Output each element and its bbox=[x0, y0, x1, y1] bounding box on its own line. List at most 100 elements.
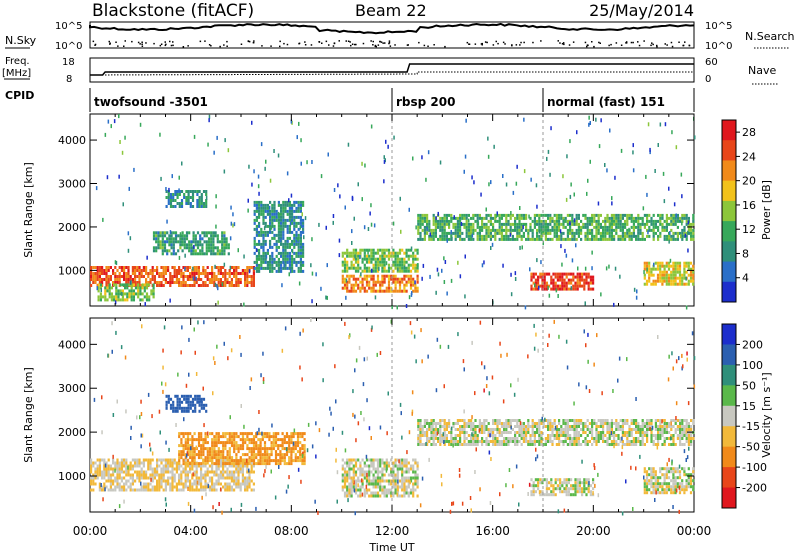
echo-cell bbox=[161, 243, 164, 247]
echo-cell bbox=[295, 221, 298, 225]
noise-cell bbox=[383, 179, 385, 184]
echo-cell bbox=[288, 444, 291, 448]
echo-cell bbox=[109, 476, 112, 480]
echo-cell bbox=[668, 222, 671, 226]
echo-cell bbox=[191, 464, 194, 468]
nsearch-tick-bottom: 10^0 bbox=[705, 41, 732, 52]
echo-cell bbox=[379, 464, 382, 468]
echo-cell bbox=[593, 237, 596, 241]
y-axis-label: Slant Range [km] bbox=[22, 162, 35, 258]
echo-cell bbox=[207, 243, 211, 247]
echo-cell bbox=[183, 193, 186, 196]
echo-cell bbox=[137, 286, 140, 290]
echo-cell bbox=[643, 237, 646, 241]
echo-cell bbox=[485, 231, 488, 235]
echo-cell bbox=[219, 473, 222, 477]
echo-cell bbox=[140, 272, 143, 275]
echo-cell bbox=[136, 281, 139, 284]
echo-cell bbox=[178, 456, 181, 460]
echo-cell bbox=[182, 284, 185, 287]
echo-cell bbox=[572, 275, 575, 279]
echo-cell bbox=[262, 215, 265, 219]
echo-cell bbox=[202, 461, 205, 465]
echo-cell bbox=[661, 276, 664, 280]
echo-cell bbox=[200, 444, 203, 448]
colorbar-label: Power [dB] bbox=[760, 180, 773, 240]
echo-cell bbox=[348, 473, 351, 477]
echo-cell bbox=[478, 228, 481, 232]
echo-cell bbox=[613, 222, 616, 226]
echo-cell bbox=[286, 245, 289, 249]
echo-cell bbox=[180, 441, 183, 445]
noise-cell bbox=[540, 260, 542, 265]
noise-cell bbox=[600, 292, 602, 297]
echo-cell bbox=[270, 444, 273, 448]
echo-cell bbox=[494, 228, 497, 232]
echo-cell bbox=[170, 252, 173, 256]
echo-cell bbox=[591, 234, 594, 238]
echo-cell bbox=[588, 228, 591, 232]
echo-cell bbox=[496, 422, 499, 425]
echo-cell bbox=[291, 269, 294, 273]
echo-cell bbox=[621, 231, 624, 235]
echo-cell bbox=[217, 272, 220, 275]
echo-cell bbox=[252, 441, 256, 445]
noise-cell bbox=[192, 266, 194, 271]
echo-cell bbox=[350, 260, 353, 264]
echo-cell bbox=[365, 277, 369, 281]
noise-cell bbox=[320, 174, 323, 179]
echo-cell bbox=[295, 251, 298, 255]
noise-cell bbox=[213, 150, 215, 155]
echo-cell bbox=[125, 278, 128, 281]
echo-cell bbox=[127, 266, 130, 269]
echo-cell bbox=[297, 245, 300, 249]
echo-cell bbox=[348, 266, 351, 270]
echo-cell bbox=[302, 221, 305, 225]
echo-cell bbox=[595, 231, 598, 235]
echo-cell bbox=[291, 257, 294, 261]
echo-cell bbox=[476, 231, 479, 235]
echo-cell bbox=[361, 260, 364, 264]
echo-cell bbox=[173, 281, 176, 284]
echo-cell bbox=[191, 275, 194, 278]
echo-cell bbox=[112, 473, 115, 477]
echo-cell bbox=[246, 438, 249, 442]
echo-cell bbox=[261, 432, 264, 436]
echo-cell bbox=[381, 254, 384, 258]
echo-cell bbox=[200, 438, 203, 442]
noise-cell bbox=[611, 196, 613, 201]
echo-cell bbox=[381, 289, 384, 293]
echo-cell bbox=[158, 284, 161, 287]
echo-cell bbox=[554, 275, 557, 279]
echo-cell bbox=[385, 461, 388, 465]
echo-cell bbox=[584, 234, 587, 238]
echo-cell bbox=[173, 467, 176, 471]
echo-cell bbox=[98, 473, 101, 477]
echo-cell bbox=[487, 219, 490, 223]
echo-cell bbox=[297, 248, 300, 252]
echo-cell bbox=[171, 266, 174, 269]
echo-cell bbox=[432, 237, 435, 241]
echo-cell bbox=[372, 467, 375, 471]
echo-cell bbox=[359, 266, 362, 270]
echo-cell bbox=[476, 440, 479, 443]
echo-cell bbox=[261, 447, 264, 451]
noise-cell bbox=[127, 231, 130, 236]
echo-cell bbox=[589, 275, 592, 279]
echo-cell bbox=[246, 467, 249, 471]
echo-cell bbox=[365, 283, 369, 287]
echo-cell bbox=[610, 216, 613, 220]
echo-cell bbox=[200, 193, 203, 196]
echo-cell bbox=[290, 447, 293, 451]
echo-cell bbox=[441, 216, 444, 220]
echo-cell bbox=[346, 266, 349, 270]
echo-cell bbox=[387, 266, 391, 270]
echo-cell bbox=[258, 206, 261, 210]
echo-cell bbox=[350, 479, 353, 483]
echo-cell bbox=[292, 450, 295, 454]
echo-cell bbox=[692, 234, 695, 238]
echo-cell bbox=[443, 428, 446, 431]
echo-cell bbox=[185, 246, 189, 250]
echo-cell bbox=[361, 283, 364, 287]
echo-cell bbox=[187, 193, 190, 196]
